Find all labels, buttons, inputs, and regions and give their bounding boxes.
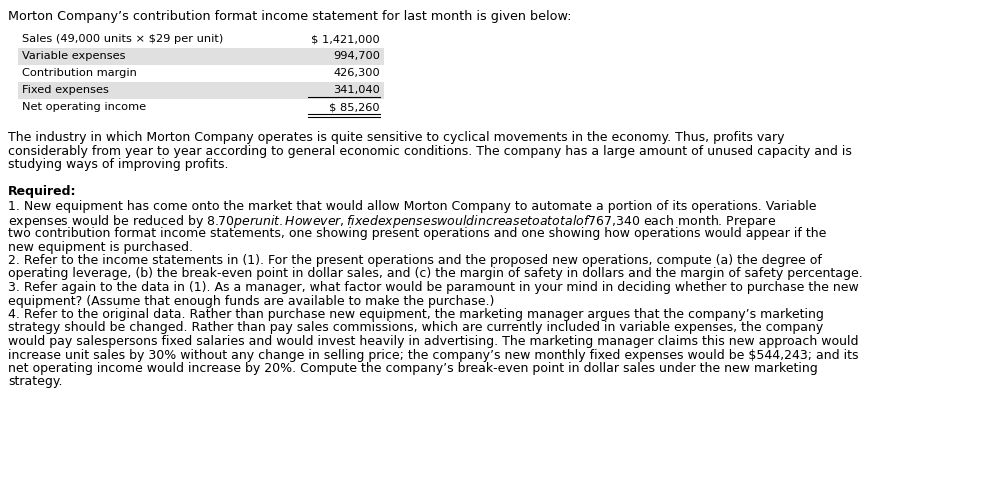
Text: Required:: Required: [8,185,77,198]
Text: Variable expenses: Variable expenses [22,51,126,61]
Text: 426,300: 426,300 [334,68,380,78]
Text: 1. New equipment has come onto the market that would allow Morton Company to aut: 1. New equipment has come onto the marke… [8,199,816,212]
Bar [18,49,384,66]
Text: $ 1,421,000: $ 1,421,000 [311,34,380,44]
Text: equipment? (Assume that enough funds are available to make the purchase.): equipment? (Assume that enough funds are… [8,294,494,307]
Text: 341,040: 341,040 [333,85,380,95]
Text: Morton Company’s contribution format income statement for last month is given be: Morton Company’s contribution format inc… [8,10,572,23]
Text: two contribution format income statements, one showing present operations and on: two contribution format income statement… [8,226,827,239]
Text: The industry in which Morton Company operates is quite sensitive to cyclical mov: The industry in which Morton Company ope… [8,131,784,144]
Text: Fixed expenses: Fixed expenses [22,85,109,95]
Text: net operating income would increase by 20%. Compute the company’s break-even poi: net operating income would increase by 2… [8,361,817,374]
Text: 2. Refer to the income statements in (1). For the present operations and the pro: 2. Refer to the income statements in (1)… [8,254,822,267]
Text: expenses would be reduced by $8.70 per unit. However, fixed expenses would incre: expenses would be reduced by $8.70 per u… [8,213,776,230]
Text: Contribution margin: Contribution margin [22,68,137,78]
Text: strategy should be changed. Rather than pay sales commissions, which are current: strategy should be changed. Rather than … [8,321,824,334]
Text: new equipment is purchased.: new equipment is purchased. [8,240,193,253]
Text: 3. Refer again to the data in (1). As a manager, what factor would be paramount : 3. Refer again to the data in (1). As a … [8,281,859,294]
Text: considerably from year to year according to general economic conditions. The com: considerably from year to year according… [8,144,852,157]
Text: would pay salespersons fixed salaries and would invest heavily in advertising. T: would pay salespersons fixed salaries an… [8,334,859,347]
Text: strategy.: strategy. [8,375,62,388]
Text: Sales (49,000 units × $29 per unit): Sales (49,000 units × $29 per unit) [22,34,223,44]
Bar [18,83,384,100]
Text: Net operating income: Net operating income [22,102,146,112]
Text: studying ways of improving profits.: studying ways of improving profits. [8,158,229,171]
Text: 994,700: 994,700 [333,51,380,61]
Text: operating leverage, (b) the break-even point in dollar sales, and (c) the margin: operating leverage, (b) the break-even p… [8,267,863,280]
Text: increase unit sales by 30% without any change in selling price; the company’s ne: increase unit sales by 30% without any c… [8,348,859,361]
Text: $ 85,260: $ 85,260 [330,102,380,112]
Text: 4. Refer to the original data. Rather than purchase new equipment, the marketing: 4. Refer to the original data. Rather th… [8,308,824,320]
